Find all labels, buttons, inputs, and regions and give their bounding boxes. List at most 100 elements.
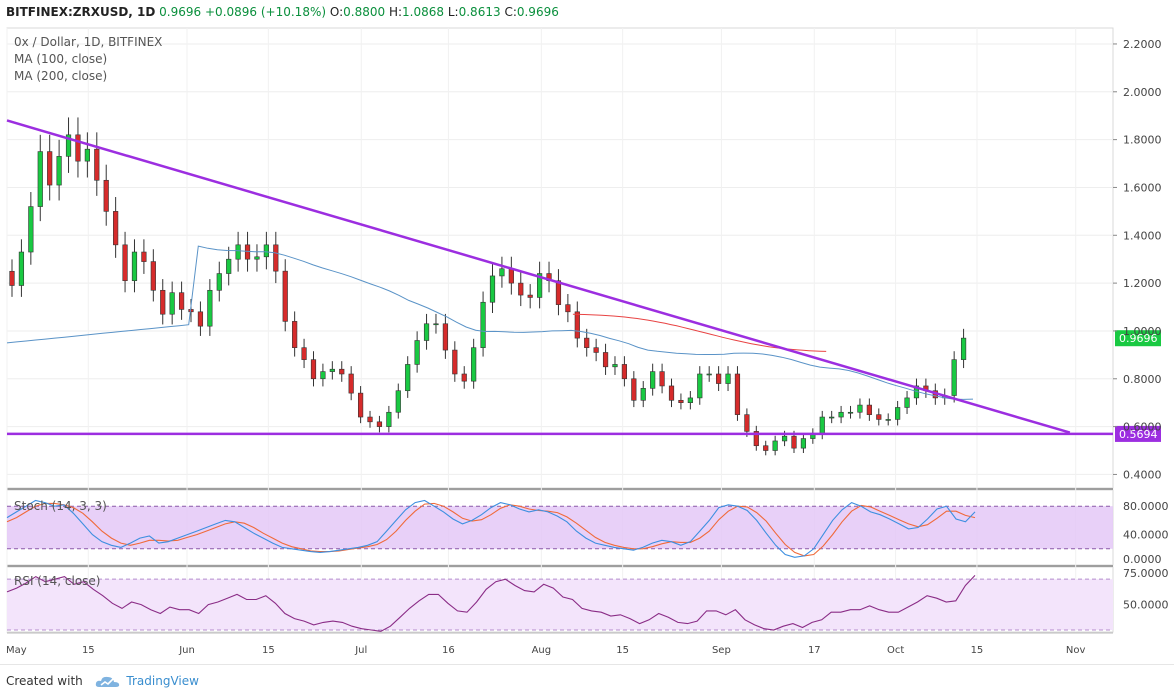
candle-body [508, 268, 514, 284]
created-with-text: Created with [6, 674, 83, 688]
candle-body [527, 294, 533, 298]
candle-body [226, 258, 232, 274]
candle-body [876, 414, 882, 420]
tradingview-brand[interactable]: TradingView [126, 674, 199, 688]
high-label: H: [388, 5, 403, 19]
rsi-band [7, 579, 1113, 630]
candle-body [650, 371, 656, 389]
candle-body [320, 371, 326, 380]
candle-body [800, 438, 807, 449]
last-price-badge [1115, 330, 1161, 347]
time-tick-label: May [6, 645, 27, 656]
support-label: 0.5694 [1119, 428, 1158, 441]
stoch-k-line [6, 499, 976, 558]
close-label: C: [504, 5, 517, 19]
candle-body [28, 206, 34, 253]
candle-body [706, 373, 712, 376]
price-tick-label: 1.0000 [1123, 325, 1162, 338]
candle-body [442, 323, 448, 351]
candle-body [273, 244, 279, 272]
candle-body [687, 397, 693, 403]
close-value: 0.9696 [516, 5, 559, 19]
candle-body [9, 270, 15, 286]
candle-body [150, 261, 156, 291]
candle-body [37, 151, 43, 207]
price-tick-label: 2.2000 [1123, 38, 1162, 51]
candle-body [235, 244, 241, 260]
price-change: +0.0896 (+10.18%) [205, 5, 327, 19]
open-label: O: [329, 5, 344, 19]
price-tick-label: 0.4000 [1123, 468, 1162, 481]
candle-body [169, 292, 175, 315]
candle-body [56, 156, 62, 186]
candle-body [574, 311, 580, 339]
time-tick-label: 16 [442, 645, 455, 656]
candle-body [537, 273, 543, 298]
candle-body [895, 407, 901, 420]
candle-body [951, 359, 957, 396]
legend-ma100: MA (100, close) [14, 52, 107, 66]
time-tick-label: Nov [1066, 645, 1086, 656]
candle-body [405, 364, 411, 392]
stoch-band [7, 506, 1113, 549]
candle-body [904, 397, 910, 408]
legend-ma200: MA (200, close) [14, 69, 107, 83]
rsi-tick-label: 75.0000 [1123, 567, 1169, 580]
candle-body [565, 304, 571, 313]
time-tick-label: 15 [82, 645, 95, 656]
candle-body [499, 268, 505, 277]
candle-body [282, 270, 288, 322]
stoch-tick-label: 40.0000 [1123, 529, 1169, 542]
candle-body [113, 211, 119, 246]
candle-body [461, 373, 467, 382]
candle-body [584, 337, 590, 348]
candle-body [263, 244, 269, 258]
candle-body [414, 340, 420, 365]
price-chart[interactable]: 0.9696 0.5694 2.2000 2.0000 1.8000 1.6000 1.4… [0, 24, 1174, 664]
time-tick-label: Jun [178, 645, 195, 656]
candle-body [131, 251, 138, 282]
time-tick-label: Oct [887, 645, 904, 656]
candle-body [960, 337, 967, 360]
time-tick-label: 15 [971, 645, 984, 656]
price-tick-label: 1.4000 [1123, 229, 1162, 242]
time-tick-label: Jul [354, 645, 367, 656]
rsi-line [6, 575, 976, 632]
candle-body [716, 373, 722, 384]
candle-body [489, 275, 496, 303]
candle-body [141, 251, 147, 262]
high-value: 1.0868 [402, 5, 445, 19]
candle-body [885, 419, 891, 421]
time-tick-label: Sep [712, 645, 731, 656]
time-tick-label: Aug [532, 645, 552, 656]
candle-body [753, 431, 759, 447]
candle-body [367, 416, 373, 423]
candle-body [725, 373, 731, 384]
last-price-label: 0.9696 [1119, 332, 1158, 345]
candle-body [697, 373, 703, 399]
candle-body [819, 416, 825, 435]
stoch-d-line [6, 502, 976, 557]
candle-body [292, 321, 298, 348]
candle-body [254, 256, 260, 260]
descending-trendline [6, 119, 1071, 434]
price-tick-label: 1.8000 [1123, 134, 1162, 147]
candle-body [329, 368, 335, 372]
candle-body [640, 388, 646, 401]
candle-body [94, 148, 100, 181]
candle-body [244, 244, 251, 260]
candle-body [518, 282, 524, 296]
candle-body [612, 364, 618, 368]
legend-title: 0x / Dollar, 1D, BITFINEX [14, 35, 162, 49]
last-price: 0.9696 [159, 5, 202, 19]
candle-body [772, 440, 778, 451]
rsi-label: RSI (14, close) [14, 574, 100, 588]
candle-body [216, 273, 222, 291]
candle-body [678, 399, 684, 403]
candle-body [357, 392, 364, 418]
tradingview-cloud-icon [95, 676, 119, 687]
candle-body [376, 421, 383, 427]
time-tick-label: 15 [616, 645, 629, 656]
time-tick-label: 17 [808, 645, 821, 656]
price-tick-label: 2.0000 [1123, 86, 1162, 99]
